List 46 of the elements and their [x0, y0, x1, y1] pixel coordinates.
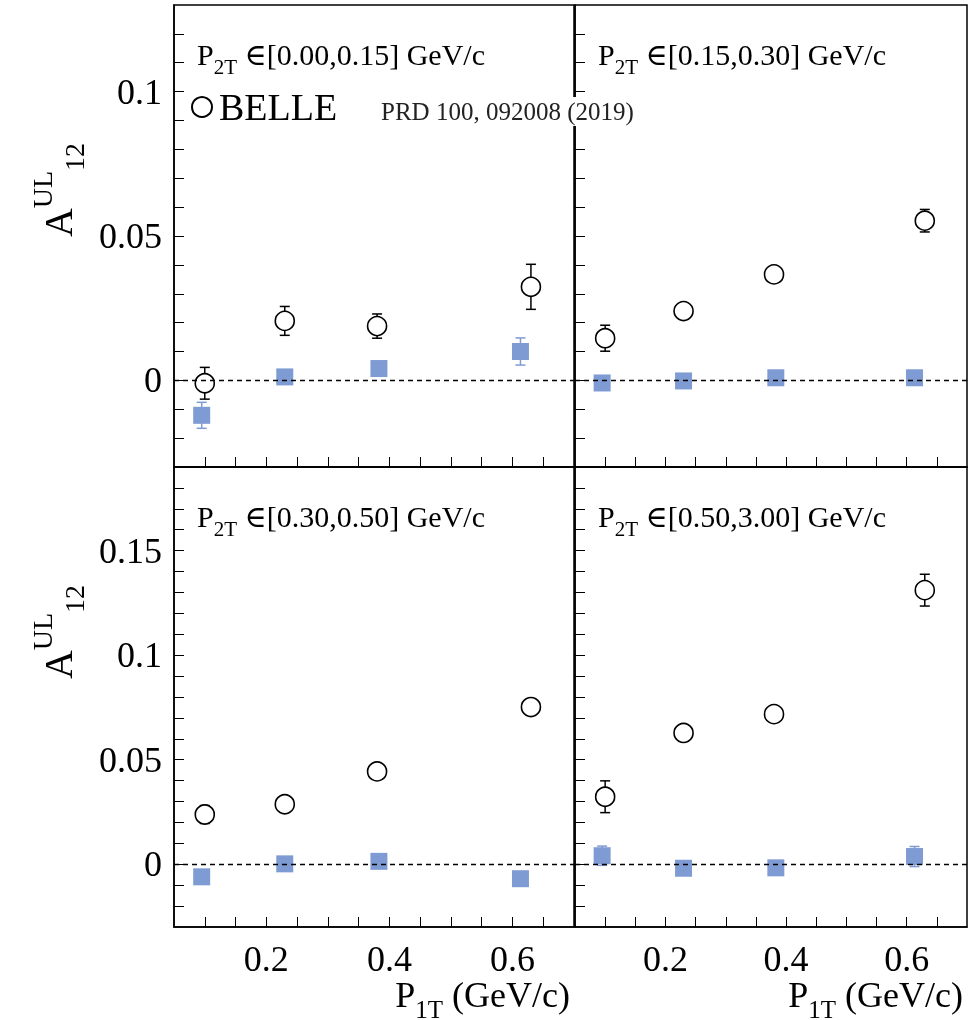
y-tick-label: 0.1	[117, 71, 162, 112]
y-axis-title: AUL12	[26, 142, 90, 238]
point	[370, 360, 388, 378]
y-axis-title: AUL12	[26, 584, 90, 680]
point	[594, 786, 616, 808]
point	[675, 372, 693, 390]
point	[194, 372, 216, 394]
point	[520, 276, 542, 298]
point	[914, 579, 936, 601]
point	[276, 855, 294, 873]
point	[763, 264, 785, 285]
point	[366, 315, 388, 337]
y-tick-label: 0.05	[99, 216, 162, 256]
y-tick-label: 0.1	[117, 635, 162, 676]
point	[511, 870, 529, 888]
point	[276, 368, 294, 386]
point	[520, 696, 542, 718]
point	[675, 859, 693, 877]
y-tick-label: 0	[144, 360, 162, 401]
y-tick-label: 0.15	[99, 530, 162, 571]
point	[274, 310, 296, 332]
x-tick-label: 0.6	[884, 939, 930, 979]
x-tick-label: 0.4	[366, 939, 412, 979]
y-tick-label: 0	[144, 844, 162, 885]
point	[594, 327, 616, 349]
point	[673, 300, 694, 322]
point	[914, 210, 936, 231]
point	[274, 793, 296, 815]
y-tick-label: 0.05	[99, 739, 162, 780]
point	[193, 406, 211, 424]
point	[767, 369, 785, 387]
point	[767, 859, 785, 877]
x-tick-label: 0.4	[763, 939, 809, 979]
legend-label: BELLE	[219, 86, 338, 128]
point	[593, 374, 611, 392]
x-tick-label: 0.6	[489, 939, 535, 979]
point	[366, 761, 388, 782]
point	[673, 722, 694, 744]
point	[511, 343, 529, 360]
point	[906, 369, 924, 387]
point	[193, 868, 211, 886]
x-tick-label: 0.2	[243, 939, 289, 979]
x-tick-label: 0.2	[642, 939, 688, 979]
annotation: PRD 100, 092008 (2019)	[381, 98, 634, 126]
point	[763, 703, 785, 725]
point	[370, 852, 388, 870]
